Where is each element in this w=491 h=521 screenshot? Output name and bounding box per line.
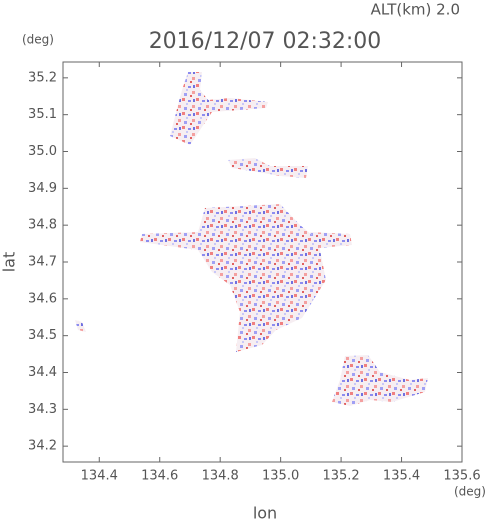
y-tick-label: 35.0 — [28, 144, 57, 159]
echo-region — [228, 158, 308, 178]
x-tick-label: 135.4 — [383, 469, 420, 484]
y-tick-label: 34.7 — [28, 255, 57, 270]
y-tick-label: 35.2 — [28, 70, 57, 85]
y-tick-label: 34.8 — [28, 218, 57, 233]
x-tick-label: 134.4 — [81, 469, 118, 484]
x-axis-label: lon — [253, 504, 277, 521]
y-tick-label: 34.2 — [28, 439, 57, 454]
y-tick-label: 34.3 — [28, 402, 57, 417]
x-unit: (deg) — [454, 485, 486, 499]
y-tick-label: 34.4 — [28, 365, 57, 380]
echo-region — [310, 232, 352, 248]
altitude-label: ALT(km) 2.0 — [371, 1, 460, 19]
echo-region — [75, 320, 86, 332]
x-tick-label: 134.6 — [141, 469, 178, 484]
y-axis-label: lat — [0, 252, 19, 273]
echo-regions — [75, 72, 428, 406]
y-tick-label: 35.1 — [28, 107, 57, 122]
x-tick-label: 135.6 — [443, 469, 480, 484]
y-tick-label: 34.6 — [28, 291, 57, 306]
echo-region — [332, 355, 428, 406]
x-tick-label: 135.0 — [262, 469, 299, 484]
y-unit: (deg) — [22, 33, 54, 47]
y-tick-label: 34.5 — [28, 328, 57, 343]
x-tick-label: 134.8 — [202, 469, 239, 484]
x-tick-label: 135.2 — [322, 469, 359, 484]
chart-title: 2016/12/07 02:32:00 — [149, 29, 382, 54]
echo-region — [140, 204, 326, 352]
y-tick-label: 34.9 — [28, 181, 57, 196]
echo-region — [170, 72, 268, 145]
